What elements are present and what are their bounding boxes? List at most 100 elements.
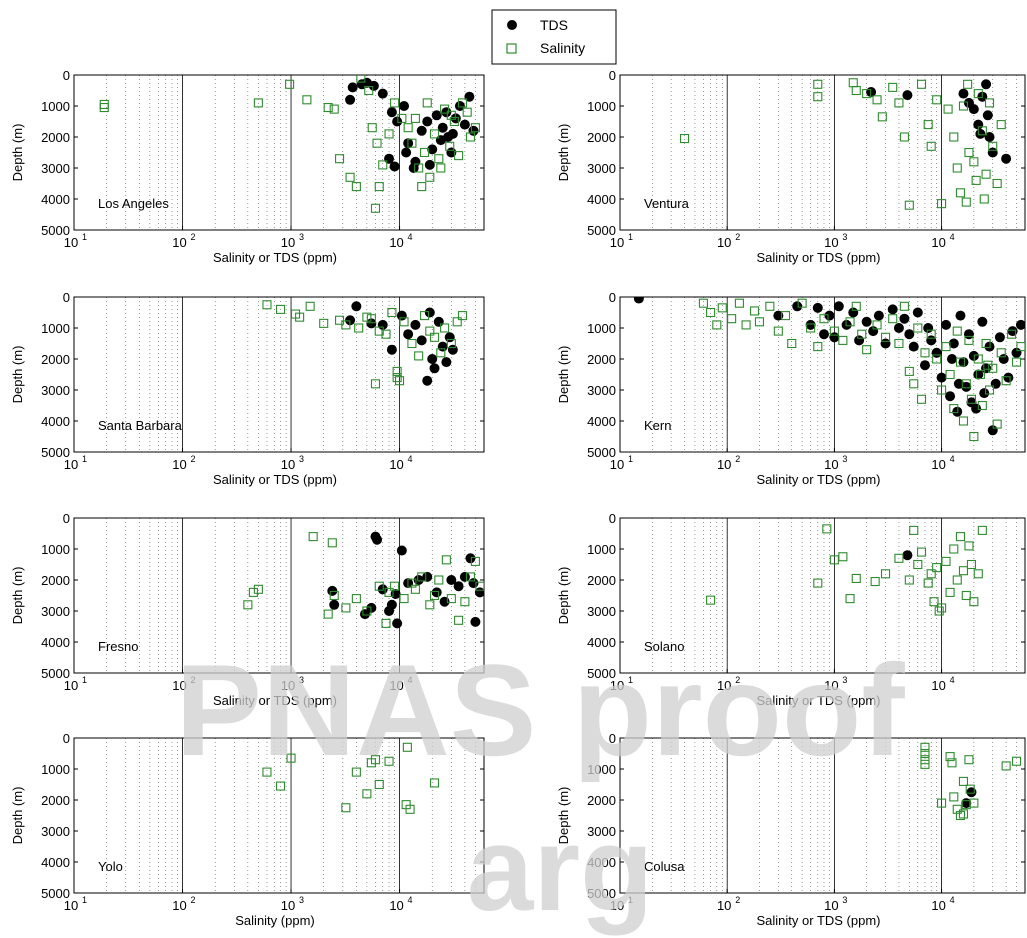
svg-text:10: 10 xyxy=(281,457,295,472)
salinity-point xyxy=(425,172,435,182)
tds-point xyxy=(1003,372,1014,383)
svg-text:2: 2 xyxy=(735,895,740,905)
salinity-point xyxy=(780,311,791,321)
legend: TDS Salinity xyxy=(491,9,617,65)
legend-tds-marker xyxy=(507,20,517,30)
svg-text:10: 10 xyxy=(389,235,403,250)
points-group xyxy=(99,75,480,213)
axes-box xyxy=(73,737,485,894)
svg-text:1: 1 xyxy=(82,675,87,685)
svg-text:2: 2 xyxy=(735,454,740,464)
salinity-point xyxy=(462,107,472,117)
tds-point xyxy=(854,335,865,346)
salinity-point xyxy=(937,199,947,209)
salinity-point xyxy=(345,172,355,182)
tds-point xyxy=(410,319,421,330)
x-tick-label: 10 2 xyxy=(717,895,740,913)
salinity-point xyxy=(392,373,402,383)
salinity-point xyxy=(323,609,333,619)
salinity-point xyxy=(417,182,427,192)
tds-point xyxy=(424,307,435,318)
svg-text:10: 10 xyxy=(610,678,624,693)
salinity-point xyxy=(894,553,904,563)
y-tick-label: 0 xyxy=(63,511,70,526)
tds-point xyxy=(416,125,427,136)
x-tick-label: 10 3 xyxy=(824,454,847,472)
tds-point xyxy=(422,571,433,582)
salinity-point xyxy=(862,345,872,355)
salinity-point xyxy=(845,317,855,327)
salinity-point xyxy=(429,590,440,601)
svg-text:2: 2 xyxy=(191,675,196,685)
salinity-point xyxy=(955,532,966,542)
salinity-point xyxy=(979,194,989,204)
salinity-point xyxy=(916,79,927,89)
y-axis-title: Depth (m) xyxy=(556,567,571,625)
y-tick-label: 2000 xyxy=(587,573,616,588)
x-axis-title: Salinity or TDS (ppm) xyxy=(756,250,880,265)
salinity-point xyxy=(407,138,417,148)
salinity-point xyxy=(698,298,708,308)
salinity-point xyxy=(996,348,1006,358)
salinity-point xyxy=(945,369,955,380)
salinity-point xyxy=(926,569,936,579)
salinity-point xyxy=(370,755,381,765)
tds-point xyxy=(327,585,338,596)
salinity-point xyxy=(1011,756,1022,766)
tds-point xyxy=(368,80,379,91)
salinity-point xyxy=(370,379,381,389)
salinity-point xyxy=(949,132,959,142)
salinity-point xyxy=(378,160,388,170)
salinity-point xyxy=(262,767,272,777)
salinity-point xyxy=(446,594,456,604)
salinity-point xyxy=(958,809,969,819)
tds-point xyxy=(392,116,403,127)
salinity-point xyxy=(341,603,351,613)
x-tick-label: 10 1 xyxy=(610,675,633,693)
salinity-point xyxy=(323,103,333,113)
tds-point xyxy=(351,301,362,312)
salinity-point xyxy=(374,779,384,790)
tds-point xyxy=(958,357,969,368)
y-tick-label: 0 xyxy=(63,731,70,746)
salinity-point xyxy=(445,141,455,151)
svg-text:10: 10 xyxy=(172,678,186,693)
svg-text:4: 4 xyxy=(408,454,413,464)
salinity-point xyxy=(362,789,372,799)
legend-salinity-marker xyxy=(506,43,517,54)
salinity-point xyxy=(964,335,974,345)
salinity-point xyxy=(964,541,974,551)
svg-text:10: 10 xyxy=(931,457,945,472)
salinity-point xyxy=(973,354,983,364)
x-tick-label: 10 3 xyxy=(281,895,304,913)
salinity-point xyxy=(984,98,995,108)
points-group xyxy=(706,524,987,616)
tds-point xyxy=(902,90,913,101)
x-tick-label: 10 3 xyxy=(824,675,847,693)
salinity-point xyxy=(920,759,930,769)
salinity-point xyxy=(813,578,823,588)
points-group xyxy=(262,300,468,389)
salinity-point xyxy=(920,742,930,752)
salinity-point xyxy=(253,98,263,108)
salinity-point xyxy=(773,326,783,336)
tds-point xyxy=(923,323,934,333)
x-axis-title: Salinity or TDS (ppm) xyxy=(213,472,337,487)
svg-text:10: 10 xyxy=(931,678,945,693)
salinity-point xyxy=(920,748,930,759)
salinity-point xyxy=(988,363,998,373)
salinity-point xyxy=(351,182,361,192)
salinity-point xyxy=(934,606,944,616)
salinity-point xyxy=(819,314,829,324)
tds-point xyxy=(873,310,884,321)
salinity-point xyxy=(952,163,962,173)
tds-point xyxy=(948,338,959,349)
svg-text:1: 1 xyxy=(82,232,87,242)
salinity-point xyxy=(429,332,440,342)
tds-point xyxy=(468,578,479,589)
salinity-point xyxy=(425,326,435,336)
svg-text:1: 1 xyxy=(628,232,633,242)
salinity-point xyxy=(945,752,955,762)
